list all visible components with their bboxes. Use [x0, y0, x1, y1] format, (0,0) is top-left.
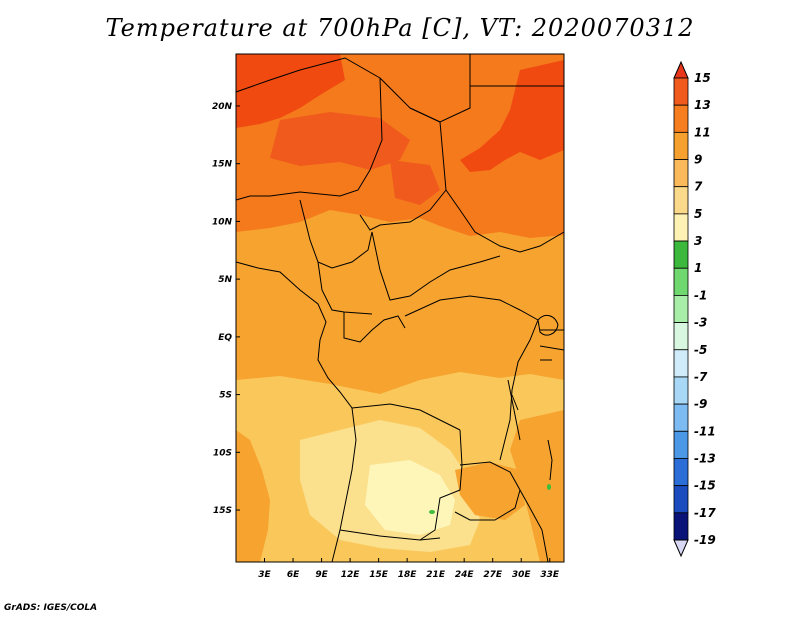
y-tick-label: 10S: [213, 448, 232, 458]
temp-region-13-northeast: [460, 60, 564, 172]
coastline-west: [235, 261, 357, 563]
colorbar-label: -5: [694, 343, 707, 357]
colorbar-box: [673, 104, 689, 133]
colorbar-box: [673, 295, 689, 323]
colorbar-label: -11: [694, 424, 716, 438]
border-angola-east: [419, 429, 463, 541]
colorbar-label: 7: [694, 180, 703, 194]
x-tick-label: 24E: [455, 570, 475, 580]
x-tick-label: 6E: [287, 570, 300, 580]
x-tick-label: 15E: [369, 570, 389, 580]
border-cameroon: [317, 261, 373, 315]
y-axis: 20N 15N 10N 5N EQ 5S 10S 15S: [212, 102, 240, 516]
border-gabon-congo: [343, 312, 406, 343]
y-tick-label: 5N: [218, 275, 232, 285]
colorbar-box: [673, 458, 689, 487]
temp-region-9-coast: [236, 430, 270, 562]
colorbar-box: [673, 485, 689, 514]
colorbar-label: -15: [694, 479, 716, 493]
y-tick-label: 5S: [219, 391, 232, 401]
x-tick-label: 21E: [426, 570, 446, 580]
colorbar-box: [673, 267, 689, 296]
border-nigeria: [299, 199, 373, 269]
x-tick-label: 27E: [483, 570, 503, 580]
x-tick-label: 9E: [315, 570, 328, 580]
footer-credit: GrADS: IGES/COLA: [4, 603, 98, 613]
temp-region-13-chad: [390, 160, 440, 205]
temp-region-9-zambia: [455, 462, 525, 520]
y-tick-label: 15S: [213, 506, 232, 516]
temp-region-3-angola: [365, 460, 455, 535]
colorbar-label: 3: [694, 234, 702, 248]
map-title: Temperature at 700hPa [C], VT: 202007031…: [105, 14, 695, 42]
colorbar-label: -3: [694, 316, 707, 330]
y-tick-label: 20N: [212, 102, 233, 112]
colorbar-box: [673, 430, 689, 459]
colorbar-label: -17: [694, 506, 716, 520]
temp-region-13-sahara: [270, 112, 410, 170]
colorbar-box: [673, 213, 689, 242]
colorbar-box: [673, 159, 689, 188]
border-angola-north: [351, 403, 461, 431]
colorbar-box: [673, 376, 689, 405]
border-mozambique: [519, 489, 549, 563]
border-niger-chad: [359, 107, 447, 231]
colorbar-box: [673, 512, 689, 541]
colorbar-label: -9: [694, 397, 707, 411]
border-east-africa: [539, 329, 565, 361]
x-tick-label: 12E: [341, 570, 361, 580]
map-area: [235, 53, 565, 563]
colorbar-box: [673, 322, 689, 351]
x-tick-label: 3E: [258, 570, 271, 580]
temp-region-13-northwest: [236, 54, 345, 128]
colorbar-label: 1: [694, 261, 702, 275]
x-axis: 3E 6E 9E 12E 15E 18E 21E 24E 27E 30E 33E: [258, 558, 560, 580]
y-tick-label: EQ: [218, 333, 232, 343]
lake-malawi: [547, 439, 553, 481]
temp-region-1-spot-east: [547, 484, 551, 490]
colorbar-box: [673, 186, 689, 215]
country-borders: [235, 54, 565, 563]
border-angola-south: [339, 529, 441, 541]
x-tick-label: 30E: [512, 570, 532, 580]
colorbar-box: [673, 349, 689, 378]
colorbar-box: [673, 131, 689, 160]
y-tick-label: 15N: [212, 160, 233, 170]
border-car: [371, 231, 501, 301]
colorbar-label: -19: [694, 533, 716, 547]
colorbar-label: 9: [694, 153, 702, 167]
border-mali-niger: [235, 77, 383, 201]
colorbar-label: -1: [694, 288, 707, 302]
colorbar-label: 13: [694, 98, 711, 112]
border-zambia: [454, 461, 521, 521]
colorbar-label: 11: [694, 125, 711, 139]
colorbar-top-arrow: [673, 60, 689, 79]
colorbar-box: [673, 240, 689, 269]
colorbar: 15 13 11 9 7 5 3 1 -1 -3 -5 -7 -9 -11 -13 -15 -17 -19: [673, 60, 716, 558]
temp-region-1-spot: [429, 510, 435, 514]
lake-victoria: [537, 314, 559, 336]
colorbar-box: [673, 77, 689, 106]
border-sudan: [445, 85, 565, 253]
map-frame: [235, 53, 565, 563]
colorbar-bottom-arrow: [673, 539, 689, 558]
colorbar-box: [673, 403, 689, 432]
temp-region-9-southeast: [510, 410, 564, 562]
border-drc-north: [404, 295, 539, 321]
x-tick-label: 18E: [398, 570, 418, 580]
x-tick-label: 33E: [540, 570, 560, 580]
colorbar-label: -7: [694, 370, 708, 384]
colorbar-label: 15: [694, 71, 711, 85]
border-drc-east: [499, 319, 539, 461]
colorbar-label: -13: [694, 451, 716, 465]
lake-tanganyika: [507, 379, 521, 441]
y-tick-label: 10N: [212, 217, 233, 227]
colorbar-label: 5: [694, 207, 702, 221]
